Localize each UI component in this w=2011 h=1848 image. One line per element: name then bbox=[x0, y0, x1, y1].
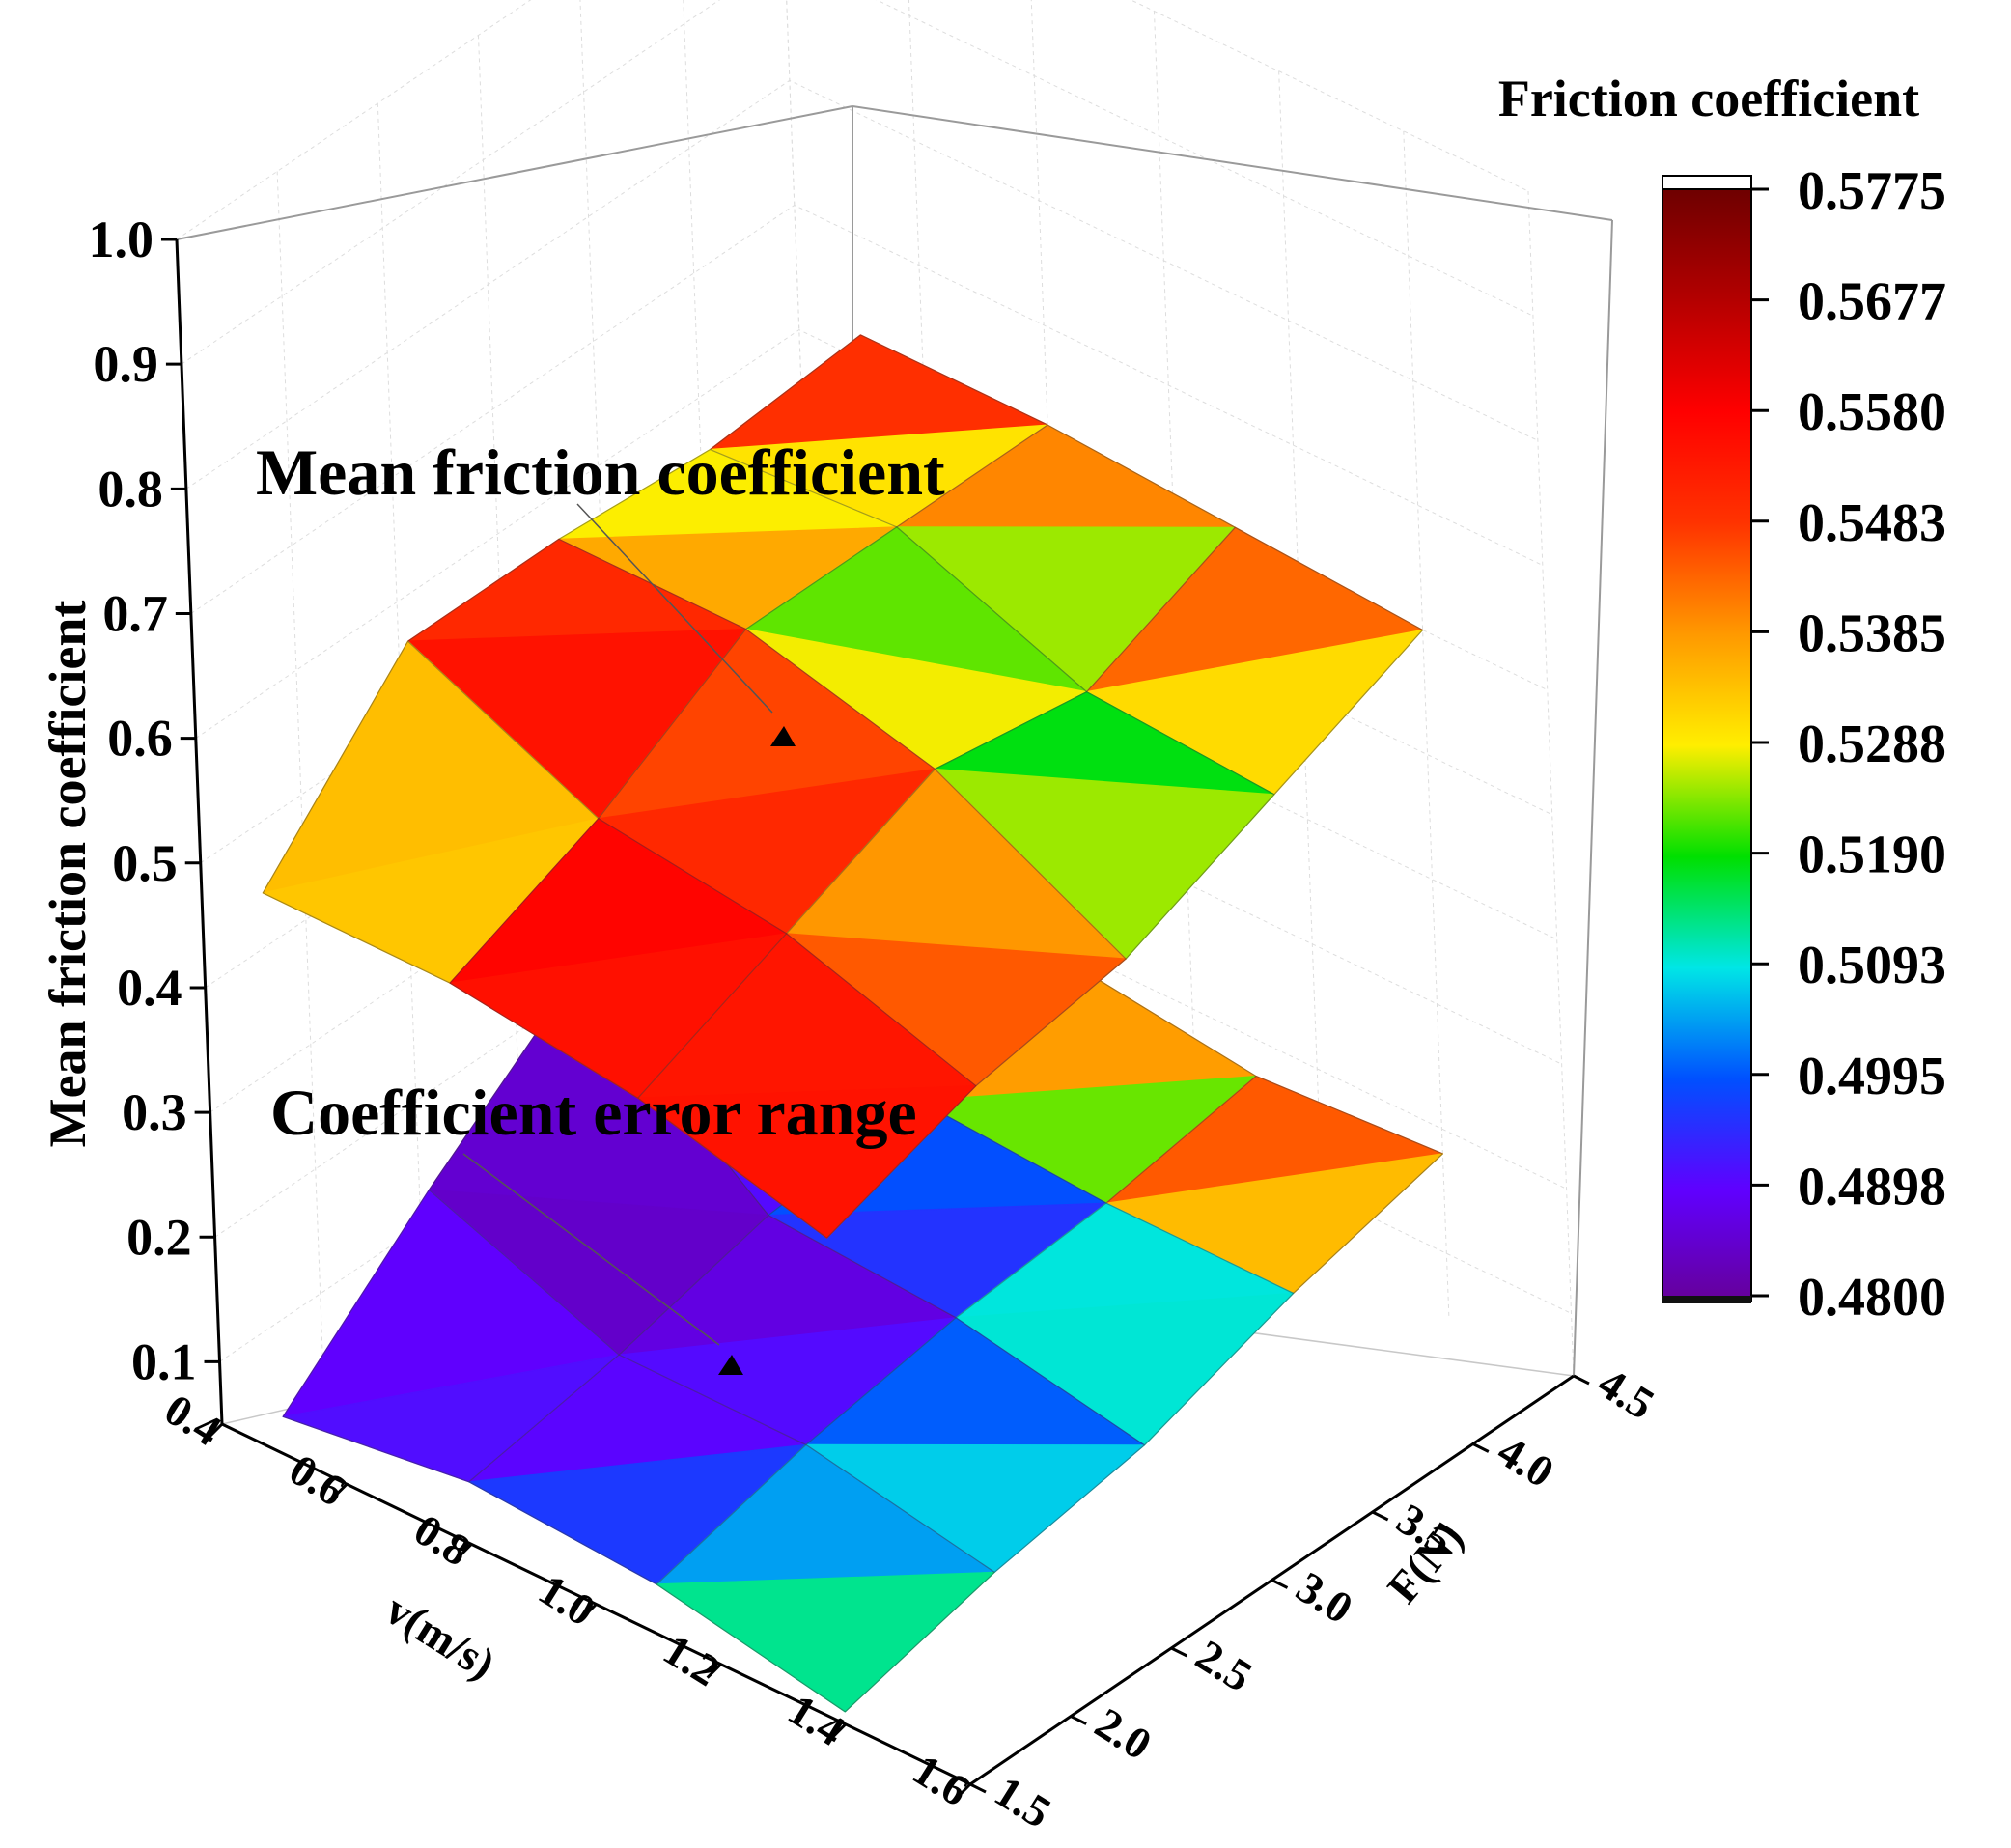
surface-mesh-line bbox=[656, 1076, 1257, 1585]
y-tick bbox=[1070, 1715, 1087, 1725]
annotation-text-error: Coefficient error range bbox=[270, 1076, 917, 1149]
z-tick-label: 0.8 bbox=[98, 460, 163, 518]
colorbar-tick-label: 0.4800 bbox=[1798, 1268, 1946, 1328]
grid-line-z bbox=[181, 0, 1534, 365]
z-tick-label: 0.3 bbox=[122, 1083, 187, 1141]
annotation-arrow-mean bbox=[770, 726, 796, 746]
surface-mesh-line bbox=[429, 1189, 995, 1573]
annotation-text-mean: Mean friction coefficient bbox=[256, 435, 945, 509]
y-tick-label: 4.5 bbox=[1590, 1358, 1663, 1429]
surface-mesh-line bbox=[826, 630, 1424, 1239]
x-tick-label: 0.6 bbox=[281, 1444, 354, 1516]
surface-mesh-line bbox=[860, 334, 1423, 630]
colorbar-tick-label: 0.5385 bbox=[1798, 603, 1946, 663]
y-tick bbox=[1371, 1510, 1389, 1522]
z-tick-label: 0.4 bbox=[117, 959, 182, 1017]
colorbar-tick-label: 0.5677 bbox=[1798, 272, 1946, 332]
colorbar-tick-label: 0.5288 bbox=[1798, 714, 1946, 774]
surface-mesh-line bbox=[282, 1415, 846, 1713]
annotation-leader-mean bbox=[576, 503, 773, 714]
x-tick-label: 1.2 bbox=[656, 1624, 729, 1695]
z-tick-label: 0.6 bbox=[107, 710, 173, 768]
x-tick bbox=[207, 1422, 224, 1440]
back-wall-top-right bbox=[852, 105, 1613, 221]
back-wall-top-left bbox=[176, 105, 853, 240]
y-tick bbox=[1271, 1579, 1289, 1589]
x-tick-label: 0.8 bbox=[405, 1504, 479, 1576]
x-tick bbox=[706, 1663, 722, 1679]
surface-facet bbox=[656, 1571, 995, 1713]
z-axis-line bbox=[175, 238, 224, 1425]
colorbar-frame-bottom bbox=[1662, 1296, 1751, 1303]
surface-mesh-line bbox=[263, 892, 827, 1239]
colorbar-tick-label: 0.4898 bbox=[1798, 1157, 1946, 1217]
colorbar-ticks: 0.5775 0.5677 0.5580 0.5483 0.5385 0.5288 0.51… bbox=[1751, 161, 1946, 1328]
colorbar-tick-label: 0.4995 bbox=[1798, 1047, 1946, 1106]
colorbar-tick-label: 0.5775 bbox=[1798, 161, 1946, 221]
surface-mesh-line bbox=[407, 640, 977, 1087]
surface-mesh-line bbox=[449, 424, 1048, 984]
z-axis-title: Mean friction coefficient bbox=[39, 601, 97, 1148]
colorbar-tick-label: 0.5190 bbox=[1798, 826, 1946, 885]
grid-line-x bbox=[1403, 130, 1450, 1316]
colorbar-frame-top bbox=[1662, 175, 1752, 190]
y-tick bbox=[1573, 1374, 1590, 1386]
x-axis-title: v(m/s) bbox=[377, 1584, 504, 1689]
x-tick-label: 1.6 bbox=[905, 1745, 978, 1816]
right-vertical-edge bbox=[1573, 219, 1613, 1377]
colorbar-tick-label: 0.5580 bbox=[1798, 382, 1946, 442]
x-tick bbox=[581, 1603, 598, 1619]
z-tick-label: 0.5 bbox=[112, 834, 178, 892]
colorbar-tick-label: 0.5483 bbox=[1798, 493, 1946, 553]
annotation-leader-error bbox=[462, 1153, 720, 1346]
colorbar-tick-label: 0.5093 bbox=[1798, 936, 1946, 995]
surface-mesh-line bbox=[844, 1153, 1443, 1713]
surface-facet bbox=[637, 1085, 977, 1239]
x-tick bbox=[457, 1543, 473, 1559]
x-tick-label: 0.4 bbox=[156, 1385, 230, 1456]
x-tick bbox=[830, 1722, 847, 1739]
y-tick bbox=[969, 1782, 987, 1794]
annotation-mean: Mean friction coefficient bbox=[256, 435, 945, 746]
y-tick-label: 3.0 bbox=[1288, 1562, 1361, 1634]
surface-mesh-line bbox=[262, 334, 861, 894]
y-tick-label: 4.0 bbox=[1490, 1426, 1563, 1498]
y-tick-label: 2.5 bbox=[1187, 1630, 1261, 1701]
colorbar-title: Friction coefficient bbox=[1498, 70, 1919, 127]
annotation-error: Coefficient error range bbox=[270, 1076, 917, 1375]
x-tick-label: 1.0 bbox=[530, 1564, 603, 1636]
annotation-arrow-error bbox=[718, 1355, 743, 1375]
z-tick-label: 0.9 bbox=[93, 335, 158, 393]
z-tick-label: 1.0 bbox=[88, 210, 154, 268]
x-tick bbox=[955, 1782, 972, 1800]
surface-mesh-line bbox=[637, 526, 1236, 1099]
surface-mesh-line bbox=[710, 448, 1275, 796]
tick-marks bbox=[160, 238, 1590, 1800]
mean-friction-surface bbox=[262, 334, 1424, 1239]
colorbar-gradient bbox=[1662, 188, 1752, 1302]
x-tick bbox=[332, 1483, 349, 1499]
z-tick-label: 0.2 bbox=[126, 1208, 192, 1266]
z-tick-label: 0.1 bbox=[131, 1332, 197, 1390]
z-tick-label: 0.7 bbox=[102, 584, 168, 642]
y-tick bbox=[1472, 1442, 1490, 1453]
y-tick-label: 1.5 bbox=[987, 1766, 1060, 1837]
y-tick bbox=[1170, 1646, 1188, 1658]
grid-line-x bbox=[1527, 190, 1575, 1377]
y-tick-label: 2.0 bbox=[1087, 1698, 1160, 1770]
grid-line-y bbox=[276, 171, 323, 1357]
colorbar: Friction coefficient 0.57750.56770.55800… bbox=[1498, 70, 1946, 1328]
